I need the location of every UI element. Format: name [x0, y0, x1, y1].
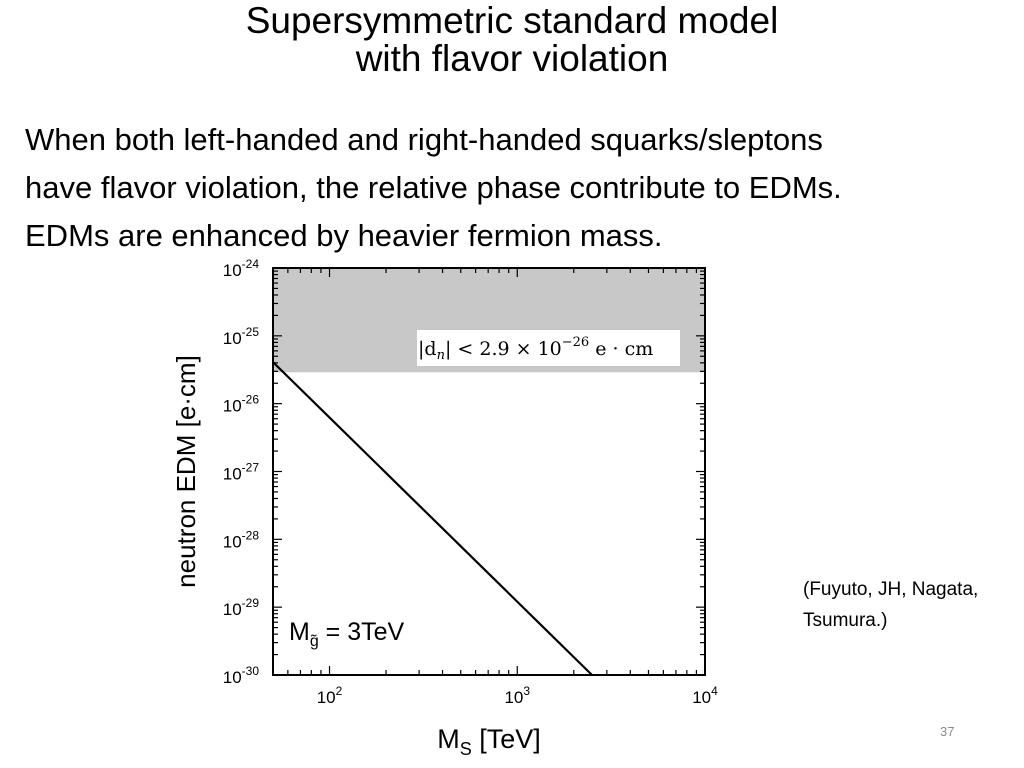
slide-number: 37 — [940, 724, 955, 739]
y-tick-label: 10-26 — [223, 393, 260, 416]
y-tick-label: 10-24 — [223, 257, 260, 280]
bound-lhs: |d — [418, 338, 437, 360]
bound-relation: | < 2.9 × 10 — [445, 338, 562, 360]
y-ticks: 10-24 10-25 10-26 10-27 10-28 10-29 10-30 — [223, 257, 705, 687]
slide-title-line: with flavor violation — [355, 38, 669, 79]
citation: (Fuyuto, JH, Nagata, Tsumura.) — [803, 574, 1018, 636]
y-tick-label: 10-28 — [223, 528, 260, 551]
x-tick-label: 104 — [692, 684, 718, 707]
y-tick-label: 10-27 — [223, 461, 260, 484]
x-axis-label-sub: S — [460, 739, 472, 759]
annotation-main: M — [289, 618, 310, 646]
bound-label: |dn| < 2.9 × 10−26 e · cm — [418, 335, 653, 363]
bound-label-box — [417, 330, 680, 366]
slide-title-line: Supersymmetric standard model — [245, 0, 779, 41]
x-axis-label-unit: [TeV] — [472, 724, 541, 754]
bound-exp: −26 — [562, 335, 589, 350]
annotation-sub: g̃ — [310, 633, 319, 650]
citation-line: (Fuyuto, JH, Nagata, — [803, 579, 979, 600]
series-line — [272, 361, 593, 676]
y-tick-label: 10-30 — [223, 664, 260, 687]
bound-lhs-sub: n — [437, 348, 445, 363]
x-axis-label-main: M — [437, 724, 460, 754]
slide-body: When both left-handed and right-handed s… — [25, 116, 1015, 260]
y-tick-label: 10-25 — [223, 325, 260, 348]
citation-line: Tsumura.) — [803, 610, 888, 631]
bound-unit: e · cm — [589, 338, 653, 360]
series-layer — [272, 361, 593, 676]
x-tick-label: 102 — [317, 684, 343, 707]
x-axis-label: MS [TeV] — [437, 724, 541, 759]
gluino-mass-annotation: Mg̃ = 3TeV — [289, 618, 405, 650]
slide-title: Supersymmetric standard model with flavo… — [0, 0, 1024, 78]
annotation-rest: = 3TeV — [319, 618, 405, 646]
plot-frame — [272, 267, 706, 676]
body-line: EDMs are enhanced by heavier fermion mas… — [25, 218, 663, 253]
edm-chart: 102 103 104 10-24 10-25 10-26 10-27 10-28 10-29… — [171, 257, 718, 759]
y-tick-label: 10-29 — [223, 596, 260, 619]
x-tick-label: 103 — [504, 684, 530, 707]
x-ticks: 102 103 104 — [272, 268, 718, 707]
body-line: When both left-handed and right-handed s… — [25, 122, 823, 157]
body-line: have flavor violation, the relative phas… — [25, 170, 842, 205]
y-axis-label: neutron EDM [e·cm] — [171, 355, 201, 588]
